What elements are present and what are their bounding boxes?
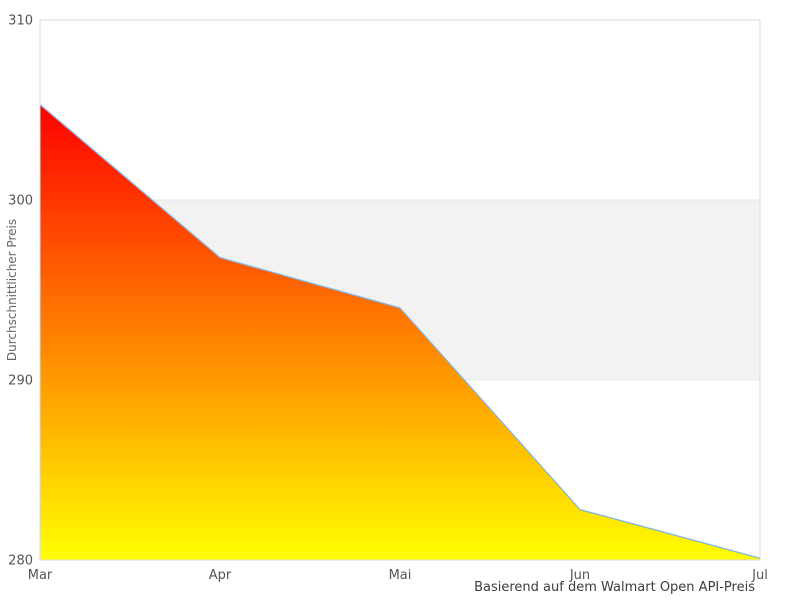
plot-border — [39, 19, 761, 561]
y-axis-labels: 310 300 290 280 — [8, 14, 33, 569]
y-tick-label: 280 — [8, 554, 33, 569]
y-tick-label: 310 — [8, 14, 33, 29]
y-tick-label: 290 — [8, 374, 33, 389]
x-axis-labels: Mar Apr Mai Jun Jul — [28, 568, 768, 583]
price-area-series[interactable] — [40, 104, 760, 560]
y-axis-title: Durchschnittlicher Preis — [5, 219, 19, 361]
x-axis-label: Mar — [28, 568, 53, 583]
x-axis-label: Apr — [209, 568, 232, 583]
x-axis-label: Jul — [751, 568, 768, 583]
price-line-series[interactable] — [39, 104, 761, 559]
chart-caption: Basierend auf dem Walmart Open API-Preis — [474, 580, 755, 595]
y-tick-label: 300 — [8, 194, 33, 209]
x-axis-label: Jun — [569, 568, 590, 583]
x-axis-label: Mai — [389, 568, 412, 583]
